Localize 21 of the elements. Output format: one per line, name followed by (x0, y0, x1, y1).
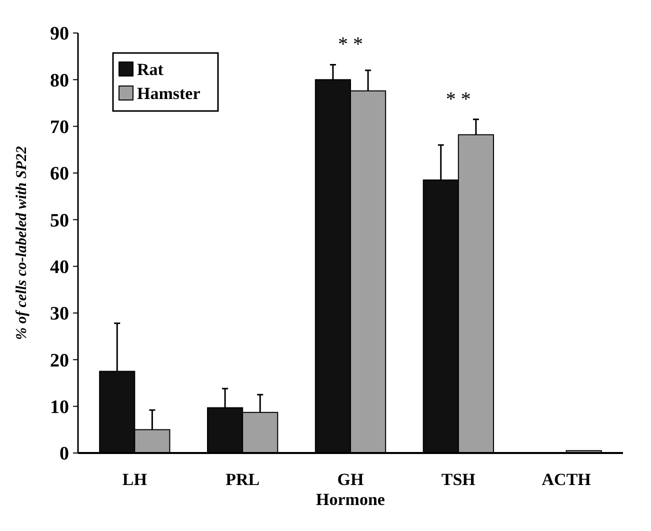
y-tick-label: 60 (50, 164, 69, 185)
y-tick-label: 30 (50, 304, 69, 325)
y-tick-label: 80 (50, 70, 69, 92)
x-tick-label: TSH (441, 470, 476, 489)
y-tick-label: 0 (60, 444, 69, 465)
y-tick-label: 10 (50, 396, 69, 418)
y-tick-label: 40 (50, 256, 69, 278)
x-tick-label: GH (337, 470, 364, 489)
y-axis-title: % of cells co-labeled with SP22 (14, 146, 30, 340)
legend-label: Rat (137, 60, 164, 79)
x-tick-label: LH (122, 470, 147, 489)
y-tick-label: 70 (50, 116, 69, 138)
y-tick-label: 20 (50, 350, 69, 372)
annotation: * * (338, 34, 363, 56)
annotation: * * (446, 88, 471, 110)
x-axis-title: Hormone (316, 490, 386, 509)
x-tick-label: PRL (226, 470, 260, 489)
x-tick-label: ACTH (542, 470, 591, 489)
y-tick-label: 50 (50, 210, 69, 232)
legend-label: Hamster (137, 84, 201, 103)
y-tick-label: 90 (50, 24, 69, 45)
